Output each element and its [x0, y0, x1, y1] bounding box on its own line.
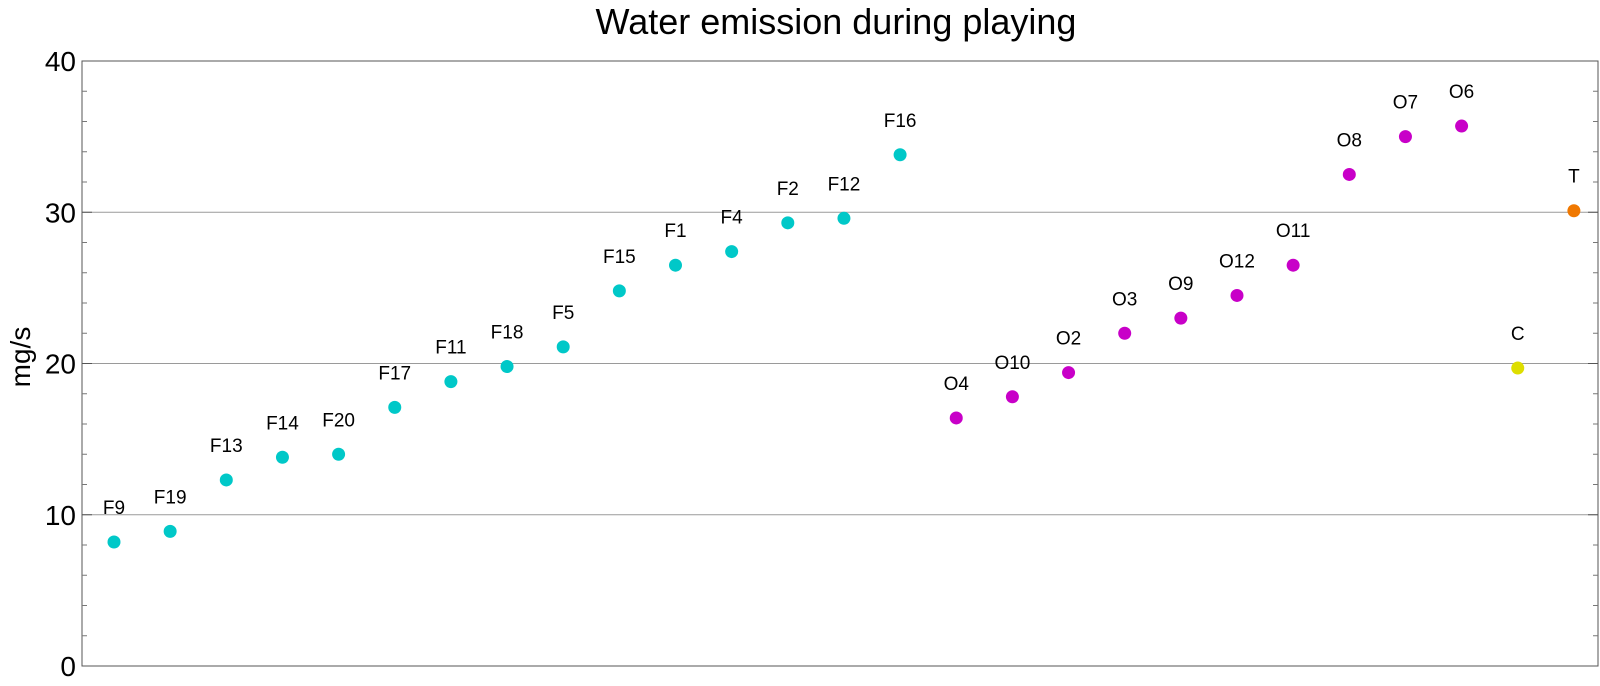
- point-label: F9: [103, 498, 125, 519]
- data-point: [1005, 390, 1019, 404]
- y-tick-label: 10: [45, 500, 76, 531]
- data-point: [1174, 311, 1188, 325]
- point-label: F20: [322, 410, 355, 431]
- point-label: F17: [378, 363, 411, 384]
- y-tick-label: 30: [45, 197, 76, 228]
- point-label: F2: [777, 179, 799, 200]
- data-point: [219, 473, 233, 487]
- point-label: O11: [1276, 221, 1311, 242]
- data-point: [107, 535, 121, 549]
- point-label: T: [1568, 167, 1580, 188]
- point-label: O12: [1219, 251, 1255, 272]
- y-axis-ticks: 0 10 20 30 40: [45, 46, 1598, 682]
- data-point: [1286, 258, 1300, 272]
- point-label: F19: [154, 487, 187, 508]
- data-point: [1511, 361, 1525, 375]
- data-point: [275, 450, 289, 464]
- point-label: O3: [1112, 289, 1137, 310]
- point-label: F18: [491, 323, 524, 344]
- point-label: O7: [1393, 93, 1418, 114]
- point-label: F1: [664, 221, 686, 242]
- point-label: F14: [266, 413, 299, 434]
- point-label: C: [1511, 324, 1525, 345]
- data-point: [1062, 366, 1076, 380]
- point-label: F16: [884, 111, 917, 132]
- data-point: [1342, 167, 1356, 181]
- point-label: O9: [1168, 274, 1193, 295]
- point-label: O10: [994, 353, 1030, 374]
- chart-title: Water emission during playing: [596, 1, 1077, 42]
- data-point: [781, 216, 795, 230]
- point-label: O2: [1056, 329, 1081, 350]
- data-point: [163, 524, 177, 538]
- point-label: F15: [603, 247, 636, 268]
- data-point: [669, 258, 682, 272]
- point-label: O4: [944, 374, 970, 395]
- data-point: [500, 360, 514, 374]
- point-label: F12: [828, 174, 861, 195]
- gridlines: [82, 211, 1598, 516]
- data-point: [1118, 326, 1132, 340]
- point-label: F13: [210, 436, 243, 457]
- data-point: [1567, 204, 1581, 218]
- data-point: [725, 245, 739, 259]
- point-label: F5: [552, 303, 574, 324]
- data-point: [1398, 130, 1412, 144]
- data-point: [1455, 119, 1469, 133]
- point-label: O6: [1449, 82, 1474, 103]
- data-point: [332, 447, 346, 461]
- data-point: [556, 340, 570, 354]
- data-point: [893, 148, 907, 162]
- data-point: [1230, 288, 1244, 302]
- data-point: [837, 211, 851, 225]
- point-label: F4: [721, 208, 744, 229]
- y-axis-label: mg/s: [5, 327, 36, 388]
- data-point: [949, 411, 963, 425]
- data-point: [444, 375, 458, 389]
- y-tick-label: 20: [45, 349, 76, 380]
- y-tick-label: 40: [45, 46, 76, 77]
- point-label: O8: [1337, 130, 1362, 151]
- data-points: F9 F19 F13 F14 F20 F17 F11 F18 F5 F15 F1 F4 F2 F12 F16…: [103, 82, 1581, 549]
- y-tick-label: 0: [60, 651, 76, 682]
- data-point: [612, 284, 626, 298]
- point-label: F11: [435, 338, 466, 359]
- data-point: [388, 400, 402, 414]
